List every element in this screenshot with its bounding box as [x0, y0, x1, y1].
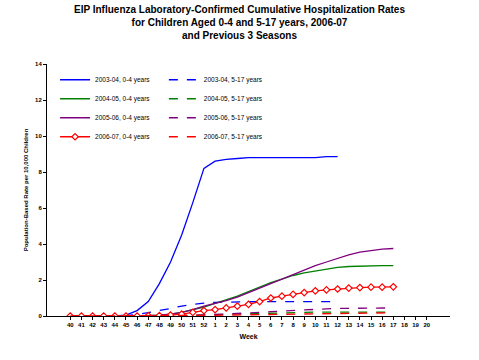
svg-text:10: 10 — [312, 322, 319, 328]
svg-text:14: 14 — [35, 61, 42, 67]
svg-text:45: 45 — [123, 322, 130, 328]
svg-text:1: 1 — [213, 322, 217, 328]
svg-text:50: 50 — [178, 322, 185, 328]
svg-text:13: 13 — [345, 322, 352, 328]
svg-text:16: 16 — [379, 322, 386, 328]
svg-text:10: 10 — [35, 133, 42, 139]
svg-text:52: 52 — [201, 322, 208, 328]
svg-text:20: 20 — [423, 322, 430, 328]
svg-text:5: 5 — [258, 322, 262, 328]
svg-text:12: 12 — [334, 322, 341, 328]
svg-text:6: 6 — [269, 322, 273, 328]
svg-text:12: 12 — [35, 97, 42, 103]
svg-text:2003-04, 5-17 years: 2003-04, 5-17 years — [204, 76, 263, 84]
svg-text:2005-06, 0-4 years: 2005-06, 0-4 years — [95, 114, 150, 122]
svg-text:2: 2 — [225, 322, 229, 328]
svg-text:46: 46 — [134, 322, 141, 328]
svg-text:6: 6 — [38, 205, 42, 211]
svg-text:18: 18 — [401, 322, 408, 328]
svg-text:19: 19 — [412, 322, 419, 328]
svg-text:48: 48 — [156, 322, 163, 328]
svg-text:2004-05, 5-17 years: 2004-05, 5-17 years — [204, 95, 263, 103]
svg-text:4: 4 — [38, 241, 42, 247]
svg-text:47: 47 — [145, 322, 152, 328]
svg-text:7: 7 — [280, 322, 284, 328]
svg-text:3: 3 — [236, 322, 240, 328]
svg-text:43: 43 — [100, 322, 107, 328]
svg-text:8: 8 — [291, 322, 295, 328]
svg-text:11: 11 — [323, 322, 330, 328]
svg-text:9: 9 — [303, 322, 307, 328]
svg-text:4: 4 — [247, 322, 251, 328]
svg-text:Week: Week — [239, 333, 257, 340]
svg-text:14: 14 — [357, 322, 364, 328]
svg-text:44: 44 — [111, 322, 118, 328]
svg-text:2005-06, 5-17 years: 2005-06, 5-17 years — [204, 114, 263, 122]
svg-text:15: 15 — [368, 322, 375, 328]
svg-text:17: 17 — [390, 322, 397, 328]
svg-text:2: 2 — [38, 277, 42, 283]
svg-text:Population-Based Rate per 10,0: Population-Based Rate per 10,000 Childre… — [23, 128, 29, 251]
svg-text:51: 51 — [189, 322, 196, 328]
svg-text:0: 0 — [38, 313, 42, 319]
svg-text:2006-07, 5-17 years: 2006-07, 5-17 years — [204, 133, 263, 141]
svg-text:2004-05, 0-4 years: 2004-05, 0-4 years — [95, 95, 150, 103]
svg-text:2006-07, 0-4 years: 2006-07, 0-4 years — [95, 133, 150, 141]
svg-text:41: 41 — [78, 322, 85, 328]
svg-text:8: 8 — [38, 169, 42, 175]
svg-text:40: 40 — [67, 322, 74, 328]
svg-text:2003-04, 0-4 years: 2003-04, 0-4 years — [95, 76, 150, 84]
svg-text:42: 42 — [89, 322, 96, 328]
svg-text:EIP Influenza Laboratory-Confi: EIP Influenza Laboratory-Confirmed Cumul… — [74, 4, 405, 41]
svg-text:49: 49 — [167, 322, 174, 328]
